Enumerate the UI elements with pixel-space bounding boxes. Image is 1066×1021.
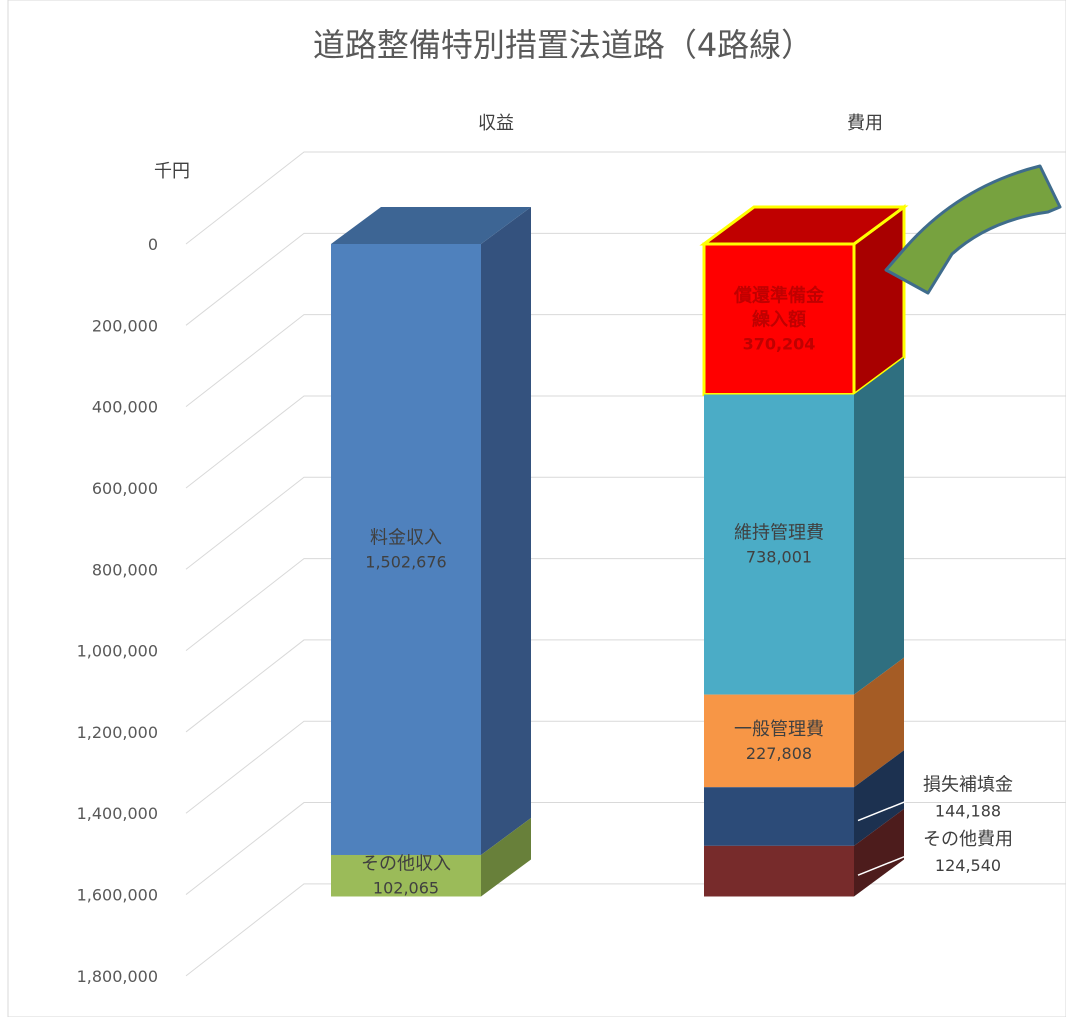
data-label-name: 償還準備金 xyxy=(733,284,825,306)
bar-segment-front xyxy=(704,787,854,846)
bar-segment xyxy=(704,750,904,846)
bar-segment xyxy=(704,657,904,788)
bar-segment xyxy=(331,817,531,897)
y-tick-label: 1,200,000 xyxy=(77,723,158,742)
annotation xyxy=(884,164,1062,295)
category-label-revenue: 収益 xyxy=(478,113,514,134)
leader-line xyxy=(857,854,909,876)
data-label-value: 227,808 xyxy=(746,744,812,763)
bar-segment xyxy=(704,808,904,897)
bar-segment-side xyxy=(481,207,531,855)
y-axis-unit-label: 千円 xyxy=(154,161,190,182)
bar-segment-front xyxy=(704,394,854,695)
data-label-name: その他費用 xyxy=(923,829,1013,850)
bar-segment-front xyxy=(331,854,481,897)
bar-segment-front xyxy=(331,244,481,855)
data-label-name: その他収入 xyxy=(361,854,451,875)
y-axis-ticks: 0 200,000 400,000 600,000 800,000 1,000,000 1,… xyxy=(77,235,158,986)
y-tick-label: 1,600,000 xyxy=(77,886,158,905)
bar-segment-side xyxy=(854,808,904,897)
data-label-value: 102,065 xyxy=(373,879,439,898)
data-label-value: 124,540 xyxy=(935,856,1001,875)
data-label-name: 損失補填金 xyxy=(923,775,1013,796)
y-tick-label: 600,000 xyxy=(92,479,158,498)
data-label-value: 370,204 xyxy=(743,334,816,353)
bar-segment-side xyxy=(854,750,904,846)
chart-border xyxy=(7,0,1066,1018)
bar-segment-front xyxy=(704,694,854,788)
data-label-name: 維持管理費 xyxy=(734,523,824,544)
bar-segment-front xyxy=(704,845,854,897)
bar-segment xyxy=(331,207,531,855)
category-label-expense: 費用 xyxy=(847,113,883,134)
y-tick-label: 400,000 xyxy=(92,398,158,417)
data-label-name: 一般管理費 xyxy=(734,719,824,740)
y-tick-label: 200,000 xyxy=(92,316,158,335)
bar-segment-side xyxy=(854,357,904,695)
chart-title: 道路整備特別措置法道路（4路線） xyxy=(313,26,813,64)
y-tick-label: 800,000 xyxy=(92,560,158,579)
y-tick-label: 0 xyxy=(148,235,158,254)
data-label-value: 1,502,676 xyxy=(365,552,446,571)
gridline xyxy=(185,151,1066,245)
data-label-value: 738,001 xyxy=(746,548,812,567)
bar-segment-side xyxy=(854,657,904,788)
y-tick-label: 1,800,000 xyxy=(77,967,158,986)
data-label-name: 料金収入 xyxy=(370,527,442,548)
leader-line xyxy=(857,799,909,822)
y-tick-label: 1,000,000 xyxy=(77,642,158,661)
bar-top xyxy=(331,207,531,244)
data-label-value: 144,188 xyxy=(935,802,1001,821)
y-tick-label: 1,400,000 xyxy=(77,804,158,823)
curved-arrow-icon xyxy=(884,164,1062,295)
data-label-name: 繰入額 xyxy=(752,308,806,330)
bars xyxy=(331,204,909,897)
bar-segment xyxy=(704,357,904,695)
bar-segment-side xyxy=(481,817,531,897)
